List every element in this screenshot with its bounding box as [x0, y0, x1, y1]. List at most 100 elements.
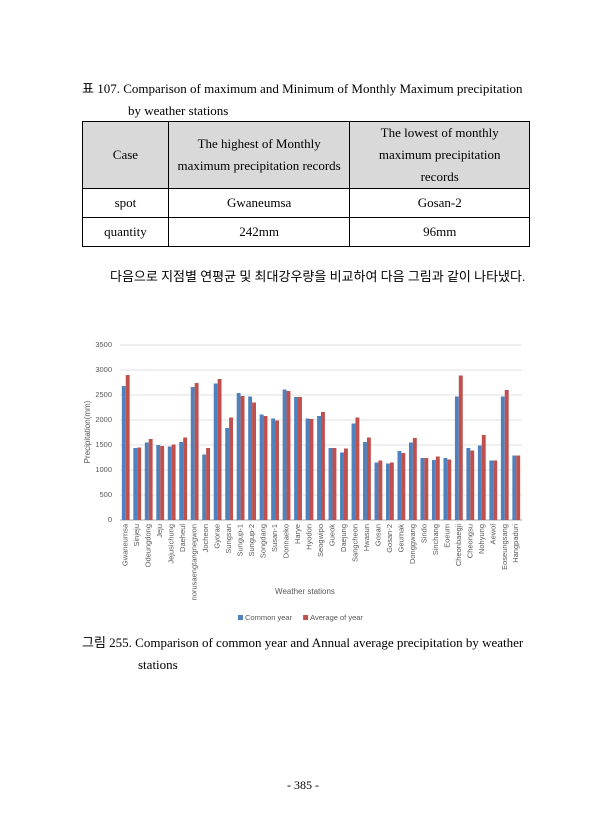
y-tick-label: 3500 — [95, 340, 112, 349]
bar — [424, 458, 429, 520]
bar — [167, 446, 172, 520]
bar — [317, 416, 321, 520]
bar — [225, 428, 230, 520]
bar — [389, 462, 394, 520]
bar — [512, 455, 517, 520]
bar — [332, 448, 337, 520]
bar — [294, 397, 299, 520]
chart: Weather stations Precipitation(mm) 0 500 1… — [83, 340, 522, 622]
bar — [121, 386, 126, 520]
bar — [305, 418, 310, 520]
x-tick-label: Sungup-2 — [247, 524, 256, 557]
x-tick-label: Sindo — [419, 524, 428, 543]
bar — [340, 452, 344, 520]
x-tick-label: Aewol — [488, 524, 497, 545]
x-tick-label: Jocheon — [201, 524, 210, 552]
bar — [397, 451, 402, 520]
bar — [408, 442, 413, 520]
bar — [470, 450, 475, 520]
y-tick-label: 3000 — [95, 365, 112, 374]
x-axis-title: Weather stations — [275, 587, 335, 596]
x-tick-label: Hyodon — [304, 524, 313, 550]
bar — [252, 402, 256, 520]
page-number: - 385 - — [287, 778, 319, 792]
bar — [481, 435, 486, 520]
bar — [343, 448, 348, 520]
x-tick-label: Gyorae — [213, 524, 222, 549]
figure-caption: 그림 255. Comparison of common year and An… — [82, 635, 524, 672]
bar — [202, 454, 207, 520]
cell: 242mm — [167, 217, 351, 247]
bar — [148, 439, 153, 520]
legend-swatch — [238, 615, 243, 620]
x-tick-label: Gueok — [327, 524, 336, 546]
x-tick-label: Seogwipo — [316, 524, 325, 557]
bar — [236, 393, 241, 520]
bar — [477, 445, 482, 520]
bar — [286, 391, 291, 520]
table-caption: 표 107. Comparison of maximum and Minimum… — [82, 81, 523, 118]
row: quantity 242mm 96mm — [82, 217, 530, 247]
x-tick-label: Nohyung — [477, 524, 486, 554]
header-cell: Case — [82, 121, 169, 189]
x-tick-label: Geumak — [396, 524, 405, 553]
x-tick-label: Eoeum — [442, 524, 451, 548]
y-tick-label: 500 — [99, 490, 112, 499]
x-tick-label: Cheongsu — [465, 524, 474, 558]
bar — [454, 396, 459, 520]
header-cell: The highest of Monthly maximum precipita… — [167, 121, 351, 189]
bar — [374, 462, 379, 520]
bar — [263, 416, 268, 520]
y-tick-label: 2000 — [95, 415, 112, 424]
bar — [213, 383, 218, 520]
bar — [133, 448, 138, 520]
x-tick-label: Odeungdong — [144, 524, 153, 567]
x-tick-label: Sinchang — [431, 524, 440, 555]
legend-swatch — [303, 615, 309, 620]
x-tick-label: Donnaeko — [282, 524, 291, 558]
bar — [194, 383, 199, 520]
x-tick-label: Susan-1 — [270, 524, 279, 552]
bar — [271, 418, 276, 520]
bar — [240, 396, 245, 520]
bar — [516, 455, 521, 520]
bar — [401, 453, 406, 520]
bar — [309, 419, 314, 520]
bar — [500, 396, 505, 520]
paragraph: 다음으로 지점별 연평균 및 최대강우량을 비교하여 다음 그림과 같이 나타냈… — [110, 269, 526, 284]
bar — [229, 417, 234, 520]
bar — [259, 414, 264, 520]
bar — [171, 444, 176, 520]
bar — [466, 448, 471, 520]
bar — [282, 389, 287, 520]
bar — [328, 448, 333, 520]
bar — [447, 459, 452, 520]
cell: quantity — [82, 217, 169, 247]
cell: 96mm — [349, 217, 530, 247]
x-tick-label: Sangcheon — [350, 524, 359, 562]
bar — [435, 456, 440, 520]
cell: Gwaneumsa — [167, 188, 351, 218]
bar — [489, 460, 494, 520]
x-tick-label: Daejung — [339, 524, 348, 552]
cell: spot — [82, 188, 169, 218]
x-tick-label: Gosan-2 — [385, 524, 394, 553]
header-row: Case The highest of Monthly maximum prec… — [82, 121, 530, 189]
table: Case The highest of Monthly maximum prec… — [82, 121, 530, 247]
x-tick-label: Hangpaduri — [511, 524, 520, 563]
x-tick-label: Songdang — [259, 524, 268, 558]
bar — [160, 446, 165, 520]
bar — [183, 437, 188, 520]
x-tick-label: Donggwang — [408, 524, 417, 564]
y-tick-label: 1000 — [95, 465, 112, 474]
y-tick-label: 2500 — [95, 390, 112, 399]
x-tick-label: Hwasun — [362, 524, 371, 551]
bar — [321, 412, 325, 520]
x-tick-label: Sungup-1 — [236, 524, 245, 557]
bar — [355, 417, 360, 520]
cell: Gosan-2 — [349, 188, 530, 218]
header-cell: The lowest of monthly maximum precipitat… — [349, 121, 530, 189]
x-tick-label: Eoseungsang — [500, 524, 509, 570]
x-tick-label: Cheonbaegji — [454, 524, 463, 566]
